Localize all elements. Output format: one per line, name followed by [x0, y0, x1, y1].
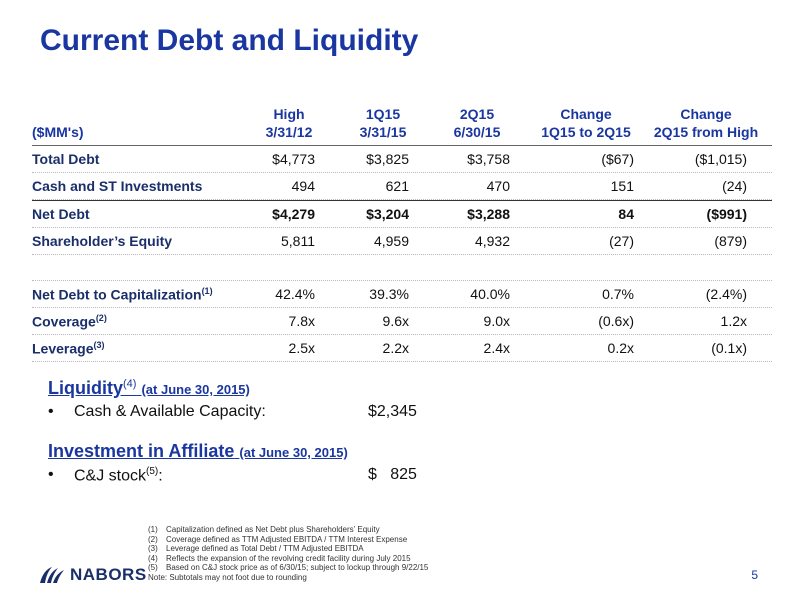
cell-value: (2.4%)	[705, 286, 747, 302]
bullet-dot: •	[48, 403, 54, 420]
liquidity-item: • Cash & Available Capacity: $2,345	[48, 401, 468, 425]
cell-value: $3,825	[366, 151, 409, 167]
cell-value: 84	[618, 206, 634, 222]
table-row: Coverage(2) 7.8x 9.6x 9.0x (0.6x) 1.2x	[32, 308, 772, 335]
cell-value: 0.2x	[607, 340, 634, 356]
liquidity-item-label: Cash & Available Capacity:	[74, 403, 266, 420]
row-label: Shareholder’s Equity	[32, 233, 173, 249]
col-header-change-q: Change 1Q15 to 2Q15	[541, 106, 631, 140]
footnote: (5) Based on C&J stock price as of 6/30/1…	[148, 563, 429, 572]
cell-value: 9.0x	[483, 313, 510, 329]
cell-value: (24)	[722, 178, 747, 194]
table-row: Total Debt $4,773 $3,825 $3,758 ($67) ($…	[32, 146, 772, 173]
cell-value: 7.8x	[288, 313, 315, 329]
footnote: (3) Leverage defined as Total Debt / TTM …	[148, 544, 364, 553]
col-header-1q15: 1Q15 3/31/15	[359, 106, 407, 140]
liquidity-item-value: $2,345	[368, 403, 417, 420]
cell-value: 2.2x	[382, 340, 409, 356]
logo-mark-icon	[40, 567, 64, 583]
cell-value: 494	[291, 178, 315, 194]
col-header-change-high: Change 2Q15 from High	[653, 106, 759, 140]
footnote: (1) Capitalization defined as Net Debt pl…	[148, 525, 380, 534]
table-row: Cash and ST Investments 494 621 470 151 …	[32, 173, 772, 200]
table-header-row: ($MM's) High 3/31/12 1Q15 3/31/15 2Q15 6/30…	[32, 105, 772, 146]
cell-value: 2.5x	[288, 340, 315, 356]
cell-value: (0.6x)	[598, 313, 634, 329]
cell-value: 1.2x	[720, 313, 747, 329]
affiliate-item: • C&J stock(5): $ 825	[48, 464, 468, 488]
affiliate-heading: Investment in Affiliate (at June 30, 201…	[48, 441, 348, 461]
cell-value: 42.4%	[275, 286, 315, 302]
cell-value: 40.0%	[470, 286, 510, 302]
row-label: Leverage(3)	[32, 340, 105, 357]
table-spacer-row	[32, 255, 772, 281]
row-label: Net Debt	[32, 206, 90, 222]
cell-value: 470	[486, 178, 510, 194]
footnote: (4) Reflects the expansion of the revolvi…	[148, 553, 411, 563]
footnote-note: Note: Subtotals may not foot due to roun…	[148, 572, 307, 582]
table-row: Shareholder’s Equity 5,811 4,959 4,932 (…	[32, 228, 772, 255]
cell-value: (879)	[714, 233, 747, 249]
cell-value: 621	[385, 178, 409, 194]
cell-value: $3,204	[366, 206, 409, 222]
cell-value: 2.4x	[483, 340, 510, 356]
cell-value: (0.1x)	[711, 340, 747, 356]
footnotes: (1) Capitalization defined as Net Debt pl…	[148, 525, 428, 582]
row-label: Coverage(2)	[32, 313, 107, 330]
footnote: (2) Coverage defined as TTM Adjusted EBIT…	[148, 534, 408, 544]
table-row-net-debt: Net Debt $4,279 $3,204 $3,288 84 ($991)	[32, 200, 772, 228]
cell-value: 4,959	[373, 233, 409, 249]
liquidity-heading: Liquidity(4) (at June 30, 2015)	[48, 378, 250, 398]
page-number: 5	[751, 568, 758, 582]
affiliate-item-value: $ 825	[368, 466, 417, 483]
logo-text: NABORS	[70, 565, 147, 584]
bullet-dot: •	[48, 466, 54, 483]
debt-table: ($MM's) High 3/31/12 1Q15 3/31/15 2Q15 6/30…	[32, 105, 772, 362]
cell-value: ($991)	[706, 206, 747, 222]
row-label: Cash and ST Investments	[32, 178, 203, 194]
table-row: Net Debt to Capitalization(1) 42.4% 39.3…	[32, 281, 772, 308]
nabors-logo: NABORS	[38, 565, 147, 585]
row-label: Total Debt	[32, 151, 100, 167]
row-label: Net Debt to Capitalization(1)	[32, 286, 213, 303]
col-header-high: High 3/31/12	[265, 106, 313, 140]
cell-value: $3,288	[467, 206, 510, 222]
cell-value: 5,811	[281, 233, 315, 249]
cell-value: ($67)	[601, 151, 634, 167]
liquidity-section: Liquidity(4) (at June 30, 2015) • Cash &…	[48, 378, 468, 488]
unit-label: ($MM's)	[32, 124, 84, 140]
cell-value: (27)	[609, 233, 634, 249]
affiliate-item-label: C&J stock(5):	[74, 466, 163, 485]
cell-value: 39.3%	[369, 286, 409, 302]
cell-value: $4,773	[272, 151, 315, 167]
cell-value: ($1,015)	[694, 151, 747, 167]
cell-value: 0.7%	[602, 286, 634, 302]
cell-value: 4,932	[474, 233, 510, 249]
cell-value: $3,758	[467, 151, 510, 167]
cell-value: $4,279	[272, 206, 315, 222]
cell-value: 151	[610, 178, 634, 194]
page-title: Current Debt and Liquidity	[40, 24, 419, 57]
cell-value: 9.6x	[382, 313, 409, 329]
col-header-2q15: 2Q15 6/30/15	[453, 106, 501, 140]
table-row: Leverage(3) 2.5x 2.2x 2.4x 0.2x (0.1x)	[32, 335, 772, 362]
